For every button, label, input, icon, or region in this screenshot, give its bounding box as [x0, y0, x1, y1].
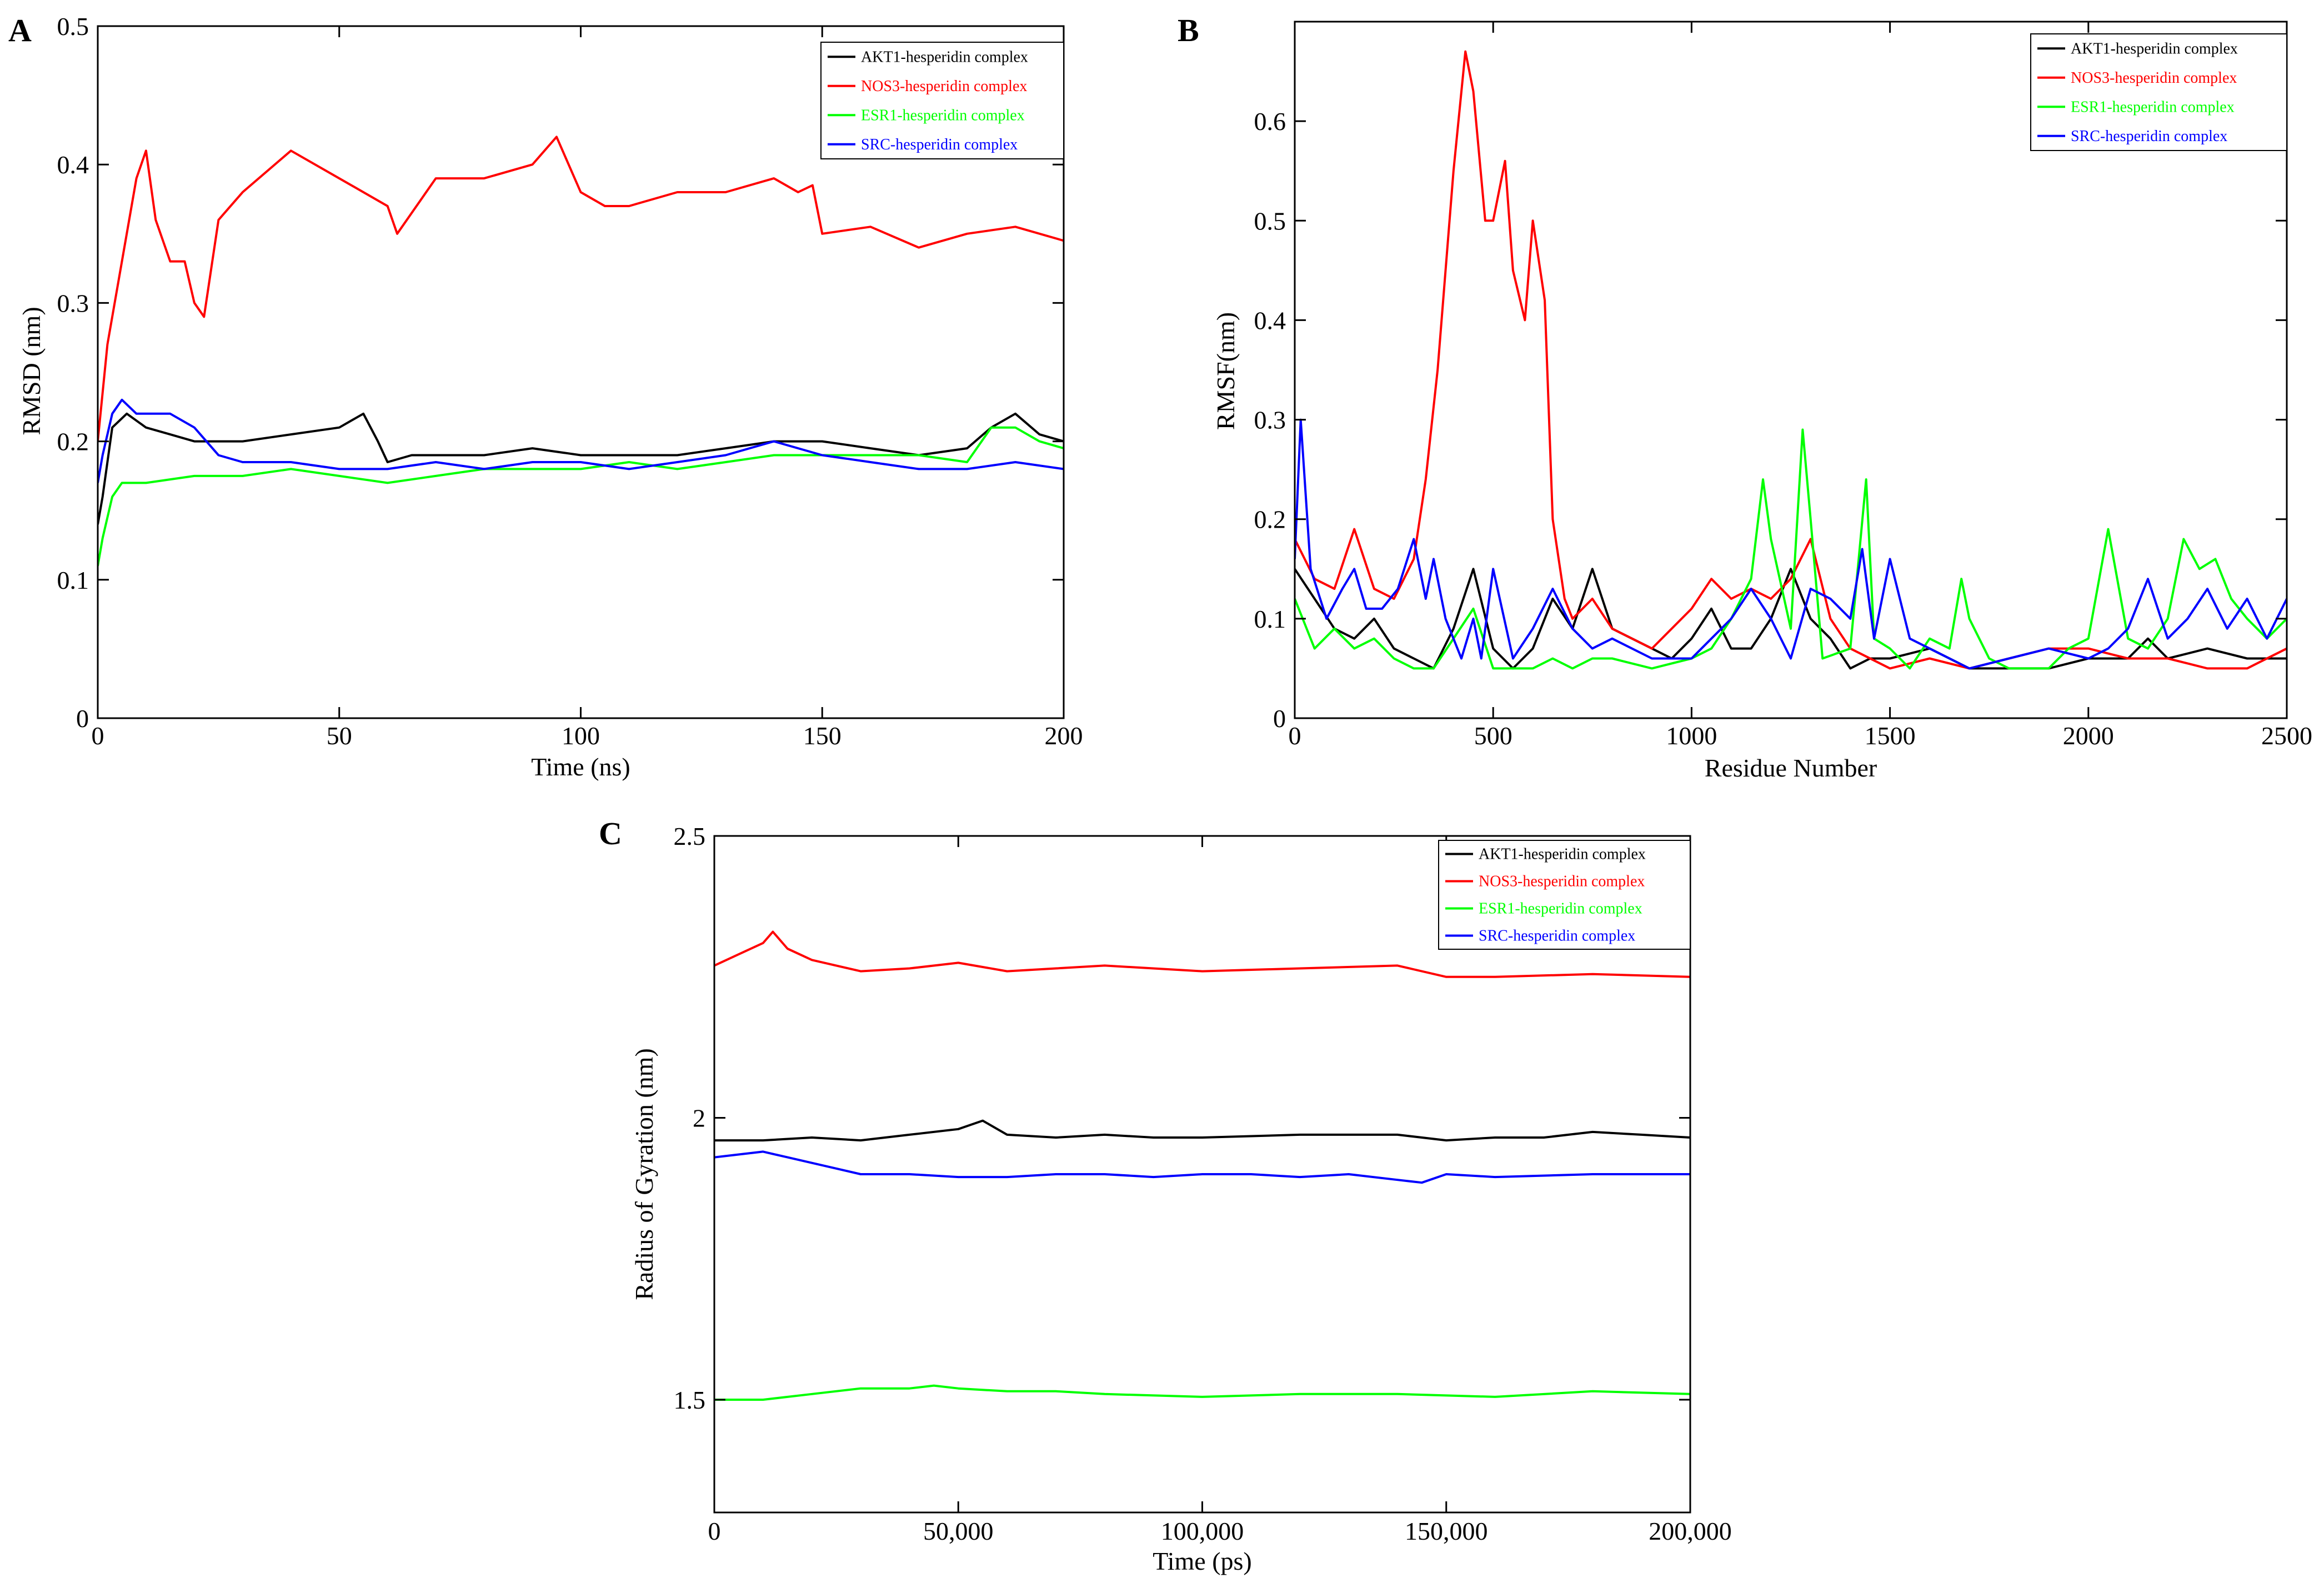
panel-b-series-src-hesperidin-complex	[1295, 418, 2287, 670]
panel-c-x-tick-label: 150,000	[1405, 1517, 1488, 1545]
panel-c-series-src-hesperidin-complex	[714, 1150, 1690, 1184]
panel-c-legend-label-esr1-hesperidin-complex: ESR1-hesperidin complex	[1479, 900, 1642, 918]
panel-c-y-tick-label: 2	[693, 1104, 705, 1133]
panel-letter-c: C	[599, 815, 622, 851]
panel-c-series-nos3-hesperidin-complex	[714, 930, 1690, 978]
panel-b-x-tick-label: 2500	[2261, 722, 2312, 750]
panel-b-y-tick-label: 0.2	[1254, 505, 1286, 534]
panel-c-legend-label-src-hesperidin-complex: SRC-hesperidin complex	[1479, 928, 1635, 945]
panel-b-x-tick-label: 500	[1474, 722, 1512, 750]
panel-c-x-tick-label: 50,000	[923, 1517, 994, 1545]
panel-a-x-axis-title: Time (ns)	[531, 753, 630, 781]
panel-c-gyration-chart: 0 50,000 100,000 150,000 200,000 1.5 2 2.5 Time …	[630, 822, 1732, 1575]
panel-c-x-tick-label: 100,000	[1161, 1517, 1244, 1545]
panel-c-legend: AKT1-hesperidin complex NOS3-hesperidin c…	[1438, 840, 1691, 950]
panel-c-y-axis-title: Radius of Gyration (nm)	[630, 1048, 658, 1300]
panel-a-legend-label-nos3-hesperidin-complex: NOS3-hesperidin complex	[861, 78, 1027, 95]
panel-a-legend-box	[820, 42, 1064, 159]
panel-a-x-tick-label: 150	[803, 722, 842, 750]
panel-a-legend-label-akt1-hesperidin-complex: AKT1-hesperidin complex	[861, 48, 1028, 66]
panel-a-series-esr1-hesperidin-complex	[98, 426, 1064, 567]
panel-c-y-tick-label: 1.5	[674, 1386, 706, 1414]
panel-b-y-tick-label: 0.1	[1254, 605, 1286, 633]
panel-b-y-tick-label: 0	[1273, 704, 1286, 733]
panel-a-rmsd-chart: 0 50 100 150 200 0 0.1 0.2 0.3 0.4 0.5 Time (ns) RMS…	[17, 12, 1083, 781]
panel-b-legend-label-esr1-hesperidin-complex: ESR1-hesperidin complex	[2071, 98, 2235, 116]
panel-b-plot-frame	[1294, 21, 2288, 719]
panel-b-x-tick-label: 0	[1289, 722, 1301, 750]
panel-a-legend: AKT1-hesperidin complex NOS3-hesperidin c…	[820, 42, 1064, 159]
panel-b-x-tick-label: 1500	[1865, 722, 1916, 750]
panel-b-series-esr1-hesperidin-complex	[1295, 428, 2287, 670]
panel-b-y-axis-title: RMSF(nm)	[1211, 312, 1240, 430]
panel-a-legend-label-src-hesperidin-complex: SRC-hesperidin complex	[861, 136, 1018, 153]
panel-a-y-tick-label: 0	[76, 704, 89, 733]
panel-a-y-tick-label: 0.4	[57, 151, 89, 179]
panel-c-legend-label-nos3-hesperidin-complex: NOS3-hesperidin complex	[1479, 873, 1645, 890]
panel-c-series-esr1-hesperidin-complex	[714, 1384, 1690, 1401]
panel-a-series-nos3-hesperidin-complex	[98, 136, 1064, 442]
panel-c-legend-label-akt1-hesperidin-complex: AKT1-hesperidin complex	[1479, 846, 1646, 863]
panel-a-x-tick-label: 50	[327, 722, 352, 750]
panel-a-y-tick-label: 0.3	[57, 289, 89, 317]
panel-b-legend-label-src-hesperidin-complex: SRC-hesperidin complex	[2071, 128, 2227, 145]
panel-b-legend-box	[2030, 33, 2287, 151]
panel-c-x-tick-label: 0	[708, 1517, 721, 1545]
panel-b-y-tick-label: 0.3	[1254, 406, 1286, 434]
panel-a-x-tick-label: 200	[1045, 722, 1083, 750]
panel-a-legend-label-esr1-hesperidin-complex: ESR1-hesperidin complex	[861, 107, 1025, 124]
panel-c-series-akt1-hesperidin-complex	[714, 1119, 1690, 1142]
panel-c-x-axis-title: Time (ps)	[1153, 1547, 1252, 1575]
panel-c-y-tick-label: 2.5	[674, 822, 706, 850]
panel-b-legend-label-akt1-hesperidin-complex: AKT1-hesperidin complex	[2071, 40, 2238, 57]
panel-a-x-tick-label: 100	[562, 722, 600, 750]
panel-b-x-tick-label: 2000	[2063, 722, 2114, 750]
panel-b-legend-label-nos3-hesperidin-complex: NOS3-hesperidin complex	[2071, 69, 2237, 87]
panel-b-y-tick-label: 0.6	[1254, 107, 1286, 136]
panel-c-x-tick-label: 200,000	[1649, 1517, 1732, 1545]
panel-a-series-src-hesperidin-complex	[98, 398, 1064, 483]
panel-b-rmsf-chart: 0 500 1000 1500 2000 2500 0 0.1 0.2 0.3 0.4 0.5 0.6 R…	[1211, 21, 2312, 782]
panel-a-y-tick-label: 0.2	[57, 428, 89, 456]
panel-a-x-tick-label: 0	[92, 722, 104, 750]
panel-b-legend: AKT1-hesperidin complex NOS3-hesperidin c…	[2030, 33, 2287, 151]
panel-letter-b: B	[1178, 12, 1199, 48]
panel-a-y-axis-title: RMSD (nm)	[17, 307, 46, 435]
panel-b-y-tick-label: 0.4	[1254, 306, 1286, 334]
panel-b-y-tick-label: 0.5	[1254, 207, 1286, 235]
panel-a-y-tick-label: 0.5	[57, 12, 89, 41]
panel-letter-a: A	[8, 12, 32, 48]
panel-c-legend-box	[1438, 840, 1691, 950]
panel-b-x-axis-title: Residue Number	[1705, 754, 1877, 782]
panel-b-x-tick-label: 1000	[1666, 722, 1717, 750]
panel-b-series-akt1-hesperidin-complex	[1295, 568, 2287, 670]
panel-a-y-tick-label: 0.1	[57, 566, 89, 594]
